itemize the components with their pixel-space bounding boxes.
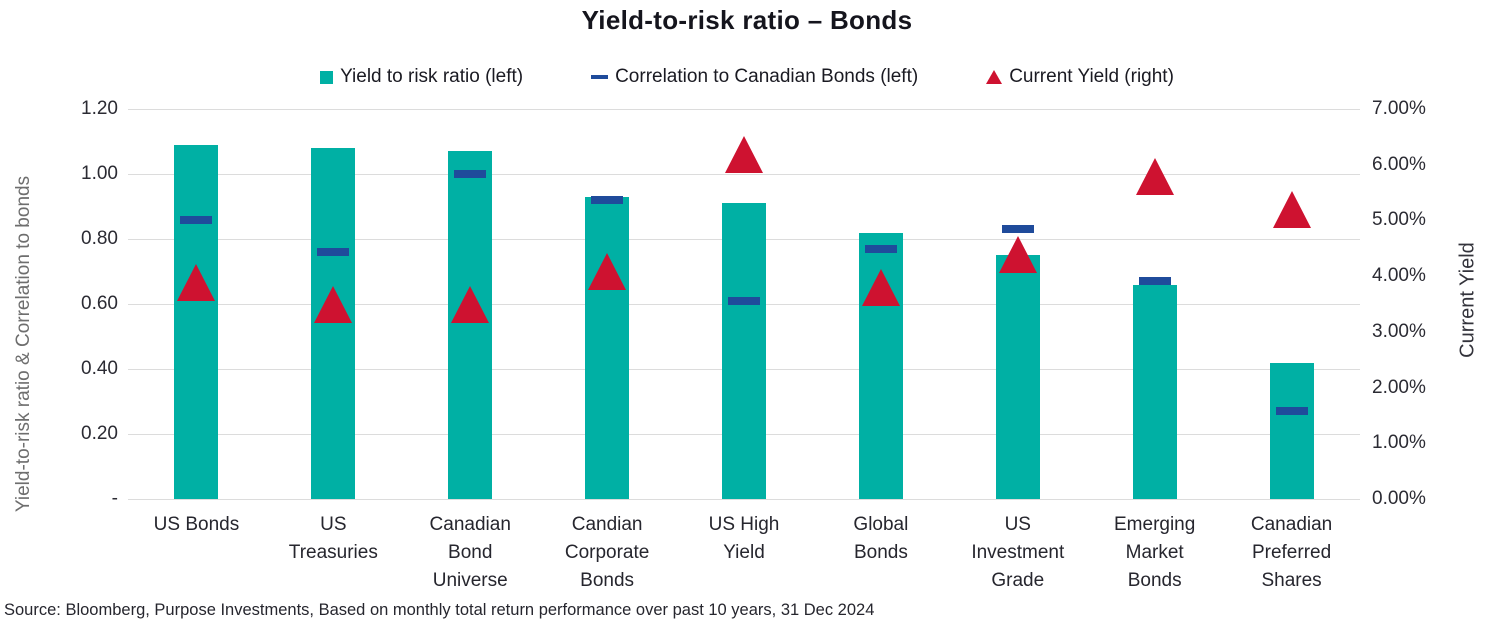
current-yield-triangle-marker (1272, 191, 1311, 229)
gridline (128, 174, 1360, 175)
yield-to-risk-bar (1269, 362, 1314, 499)
legend-item-correlation: Correlation to Canadian Bonds (left) (591, 66, 918, 88)
correlation-dash-marker (454, 170, 487, 178)
left-axis-ticks: 1.20 1.00 0.80 0.60 0.40 0.20 - (48, 98, 118, 509)
current-yield-triangle-marker (725, 135, 763, 173)
correlation-dash-marker (1001, 225, 1034, 234)
yield-to-risk-bar (448, 151, 493, 499)
left-axis-tick-label: - (111, 488, 118, 509)
category-label: Candian Corporate Bonds (564, 514, 650, 591)
yield-to-risk-bar (311, 148, 356, 499)
category-label-cell: Canadian Bond Universe (402, 511, 539, 595)
right-axis-tick-label: 5.00% (1372, 209, 1426, 231)
category-label-cell: US Investment Grade (949, 511, 1086, 595)
correlation-dash-marker (317, 248, 350, 256)
current-yield-triangle-marker (451, 286, 490, 323)
left-axis-tick-label: 0.40 (81, 358, 118, 379)
yield-to-risk-bar (585, 196, 630, 499)
category-label-cell: Candian Corporate Bonds (539, 511, 676, 595)
right-axis-ticks: 7.00% 6.00% 5.00% 4.00% 3.00% 2.00% 1.00% 0.00% (1372, 98, 1464, 509)
legend-square-icon (320, 70, 334, 84)
correlation-dash-marker (591, 196, 624, 204)
right-axis-tick-label: 2.00% (1372, 376, 1426, 398)
legend-triangle-icon (986, 70, 1003, 84)
left-axis-tick-label: 1.00 (81, 163, 118, 184)
correlation-dash-marker (728, 296, 760, 305)
current-yield-triangle-marker (998, 235, 1037, 273)
yield-to-risk-bar (1132, 284, 1177, 499)
category-axis: US Bonds US Treasuries Canadian Bond Unive… (128, 511, 1360, 595)
category-label-cell: US Bonds (128, 511, 265, 595)
chart-legend: Yield to risk ratio (left) Correlation t… (0, 66, 1494, 88)
left-axis-title: Yield-to-risk ratio & Correlation to bon… (13, 175, 34, 513)
legend-dash-icon (591, 75, 609, 79)
yield-to-risk-bar (174, 144, 219, 499)
yield-to-risk-bar (722, 203, 766, 499)
category-label: Canadian Preferred Shares (1250, 514, 1333, 591)
category-label: US Investment Grade (971, 514, 1065, 591)
category-label: US Bonds (153, 514, 240, 535)
category-label: US Treasuries (288, 514, 378, 563)
right-axis-tick-label: 3.00% (1372, 320, 1426, 342)
yield-to-risk-bar (995, 255, 1040, 499)
right-axis-tick-label: 4.00% (1372, 265, 1426, 287)
category-label-cell: US Treasuries (265, 511, 402, 595)
gridline (128, 109, 1360, 110)
category-label: US High Yield (708, 514, 780, 563)
plot-area (128, 109, 1360, 500)
correlation-dash-marker (864, 244, 897, 253)
current-yield-triangle-marker (314, 286, 353, 323)
category-label-cell: Canadian Preferred Shares (1223, 511, 1360, 595)
right-axis-tick-label: 6.00% (1372, 153, 1426, 175)
source-note: Source: Bloomberg, Purpose Investments, … (4, 601, 875, 619)
left-axis-tick-label: 0.20 (81, 423, 118, 444)
current-yield-triangle-marker (177, 263, 216, 301)
legend-item-yield-to-risk: Yield to risk ratio (left) (320, 66, 523, 88)
correlation-dash-marker (180, 215, 213, 224)
current-yield-triangle-marker (861, 269, 900, 307)
chart-title: Yield-to-risk ratio – Bonds (581, 5, 913, 35)
category-label-cell: Emerging Market Bonds (1086, 511, 1223, 595)
correlation-dash-marker (1275, 407, 1308, 416)
gridline (128, 499, 1360, 500)
left-axis-tick-label: 0.80 (81, 228, 118, 249)
category-label-cell: Global Bonds (812, 511, 949, 595)
legend-label: Current Yield (right) (1009, 66, 1174, 87)
right-axis-tick-label: 1.00% (1372, 432, 1426, 454)
category-label-cell: US High Yield (676, 511, 813, 595)
current-yield-triangle-marker (588, 252, 627, 290)
category-label: Emerging Market Bonds (1114, 514, 1196, 591)
category-label: Global Bonds (853, 514, 909, 563)
right-axis-tick-label: 7.00% (1372, 98, 1426, 119)
left-axis-tick-label: 0.60 (81, 293, 118, 314)
correlation-dash-marker (1138, 277, 1171, 286)
legend-label: Correlation to Canadian Bonds (left) (615, 66, 919, 87)
legend-label: Yield to risk ratio (left) (340, 66, 524, 87)
left-axis-tick-label: 1.20 (81, 98, 118, 119)
category-label: Canadian Bond Universe (429, 514, 511, 591)
legend-item-current-yield: Current Yield (right) (986, 66, 1174, 88)
right-axis-tick-label: 0.00% (1372, 488, 1426, 509)
current-yield-triangle-marker (1135, 157, 1174, 195)
